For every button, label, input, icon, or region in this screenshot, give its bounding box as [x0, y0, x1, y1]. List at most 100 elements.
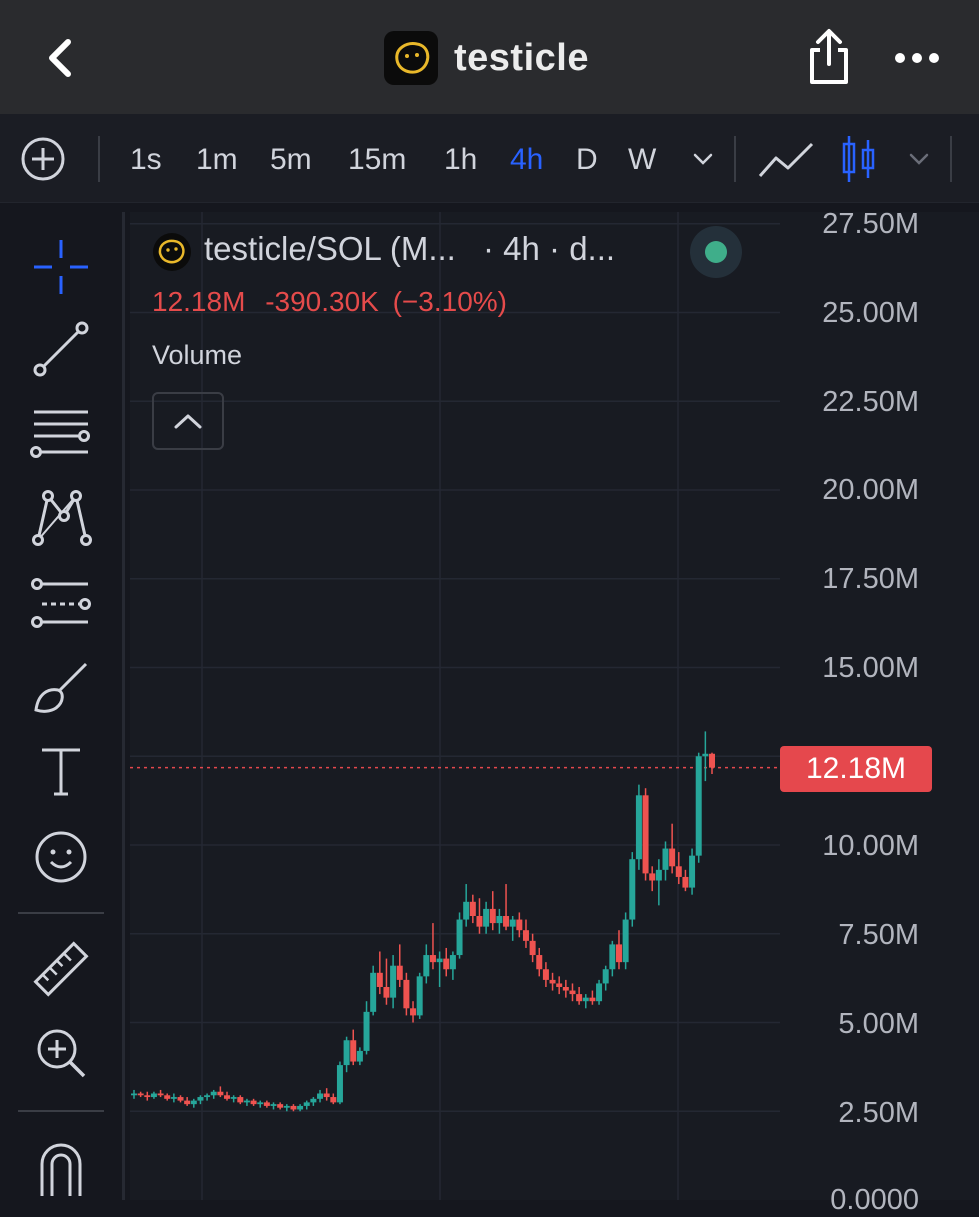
pattern-tool[interactable]	[30, 486, 92, 548]
price-axis-label: 7.50M	[838, 919, 919, 951]
candle-body	[204, 1095, 211, 1098]
candle-body	[429, 955, 436, 963]
candle-body	[217, 1091, 224, 1096]
candle-body	[190, 1100, 197, 1105]
fib-lines-icon	[30, 410, 90, 458]
emoji-icon	[35, 831, 87, 883]
candle-body	[589, 997, 596, 1002]
candle-body	[150, 1093, 157, 1098]
candle-body	[456, 919, 463, 956]
candle-body	[224, 1095, 231, 1099]
candlestick-icon	[842, 136, 875, 182]
candle-body	[469, 901, 476, 916]
candle-body	[483, 908, 490, 927]
candle-body	[615, 944, 622, 963]
chevron-down-icon	[693, 153, 713, 165]
token-header[interactable]: testicle	[384, 30, 589, 86]
crosshair-icon	[34, 240, 88, 294]
candle-body	[602, 969, 609, 984]
text-tool[interactable]	[30, 742, 92, 804]
candle-body	[675, 866, 682, 877]
candle-body	[230, 1097, 237, 1099]
candle-body	[709, 753, 715, 768]
symbol-meta: · 4h · d...	[483, 230, 616, 267]
chart-type-dropdown-button[interactable]	[908, 148, 930, 170]
candle-body	[503, 916, 510, 927]
candle-body	[436, 958, 443, 963]
candle-body	[476, 916, 483, 927]
candle-body	[210, 1091, 217, 1096]
back-button[interactable]	[40, 36, 84, 80]
candle-body	[137, 1093, 144, 1096]
candle-body	[522, 930, 529, 941]
price-axis-label: 5.00M	[838, 1008, 919, 1040]
candle-body	[443, 958, 450, 970]
add-symbol-button[interactable]	[20, 136, 66, 182]
line-chart-button[interactable]	[758, 136, 814, 182]
candle-body	[297, 1105, 304, 1110]
current-price: 12.18M	[152, 286, 246, 317]
trendline-icon	[33, 321, 89, 377]
candle-chart-button[interactable]	[840, 134, 878, 184]
more-button[interactable]	[894, 48, 940, 68]
interval-w[interactable]: W	[628, 143, 657, 176]
candle-body	[689, 855, 696, 888]
interval-5m[interactable]: 5m	[270, 143, 312, 176]
candle-body	[250, 1100, 257, 1105]
interval-d[interactable]: D	[576, 143, 598, 176]
candle-body	[562, 987, 569, 991]
candle-body	[177, 1097, 184, 1101]
candle-body	[596, 983, 603, 1002]
candle-body	[317, 1093, 324, 1099]
candle-body	[529, 940, 536, 956]
toolbar-divider	[18, 912, 104, 914]
price-axis-label: 0.0000	[830, 1184, 919, 1216]
forecast-icon	[31, 578, 91, 628]
candle-body	[330, 1097, 337, 1103]
candle-body	[257, 1102, 264, 1105]
candlestick-chart[interactable]	[130, 212, 979, 1200]
candle-body	[516, 919, 523, 931]
share-button[interactable]	[804, 28, 854, 86]
zoom-in-icon	[37, 1029, 86, 1078]
share-icon	[810, 29, 848, 84]
price-change-row: 12.18M -390.30K (−3.10%)	[152, 286, 507, 318]
candle-body	[669, 848, 676, 867]
interval-4h[interactable]: 4h	[510, 143, 544, 176]
pattern-icon	[32, 490, 92, 546]
trendline-tool[interactable]	[30, 318, 92, 380]
candle-body	[695, 756, 702, 856]
interval-dropdown-button[interactable]	[692, 148, 714, 170]
brush-icon	[34, 662, 88, 713]
zoom-tool[interactable]	[30, 1022, 92, 1084]
measure-tool[interactable]	[30, 938, 92, 1000]
candle-body	[157, 1093, 164, 1096]
candle-body	[463, 901, 470, 920]
collapse-legend-button[interactable]	[152, 392, 224, 450]
candle-body	[609, 944, 616, 970]
chevron-down-icon	[909, 153, 929, 165]
chart-area[interactable]	[130, 212, 979, 1200]
page-title: testicle	[454, 36, 589, 79]
brush-tool[interactable]	[30, 658, 92, 720]
forecast-tool[interactable]	[30, 572, 92, 634]
crosshair-tool[interactable]	[30, 236, 92, 298]
price-axis-label: 15.00M	[822, 652, 919, 684]
price-axis-label: 20.00M	[822, 474, 919, 506]
candle-body	[622, 919, 629, 963]
price-change: -390.30K	[265, 286, 379, 317]
market-status[interactable]	[690, 226, 742, 278]
emoji-tool[interactable]	[30, 826, 92, 888]
fib-tool[interactable]	[30, 402, 92, 464]
interval-15m[interactable]: 15m	[348, 143, 407, 176]
interval-1h[interactable]: 1h	[444, 143, 478, 176]
interval-1s[interactable]: 1s	[130, 143, 162, 176]
magnet-tool[interactable]	[30, 1136, 92, 1198]
magnet-icon	[40, 1143, 82, 1196]
symbol-legend[interactable]: testicle/SOL (M... · 4h · d...	[204, 230, 615, 268]
token-logo	[384, 31, 438, 85]
volume-label[interactable]: Volume	[152, 340, 243, 370]
interval-1m[interactable]: 1m	[196, 143, 238, 176]
price-axis-label: 25.00M	[822, 297, 919, 329]
candle-body	[642, 795, 649, 874]
